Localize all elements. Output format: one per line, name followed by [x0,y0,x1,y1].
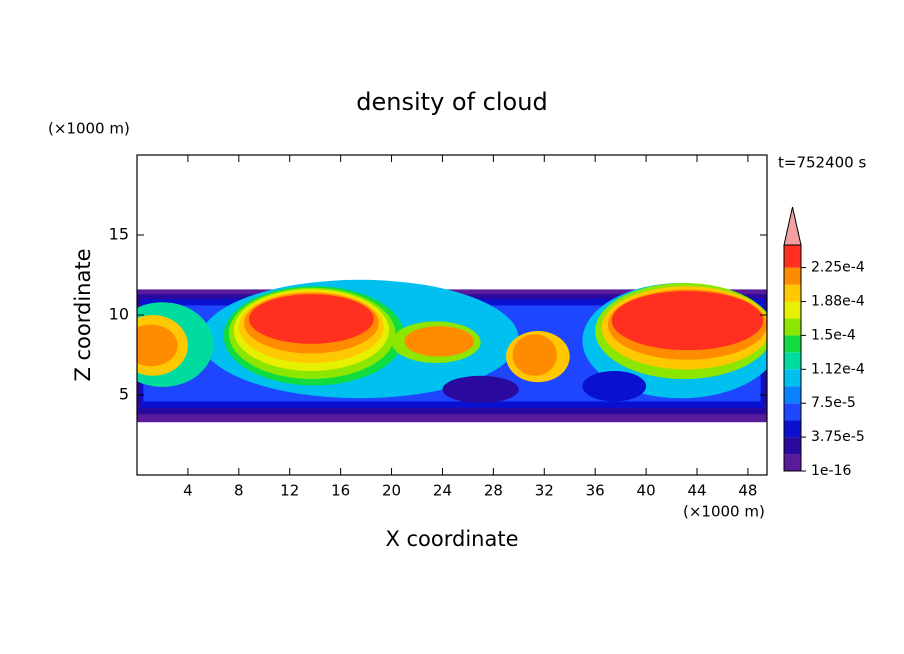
y-unit: (×1000 m) [48,120,130,138]
colorbar-frame [783,244,802,472]
y-tick-label: 5 [119,385,129,404]
contour-region [404,326,475,357]
x-tick-label: 24 [433,482,452,500]
x-tick-label: 32 [535,482,554,500]
colorbar-band [784,437,801,455]
y-tick-label: 15 [109,225,129,244]
colorbar-tick-label: 1.5e-4 [811,327,856,343]
x-tick-label: 44 [687,482,706,500]
x-tick-label: 28 [484,482,503,500]
x-tick-label: 12 [280,482,299,500]
colorbar-band [784,352,801,370]
x-tick-label: 8 [234,482,244,500]
colorbar-tick-label: 1e-16 [811,463,851,479]
colorbar-band [784,245,801,268]
x-axis-label: X coordinate [385,527,518,551]
contour-region [442,375,519,403]
colorbar-band [784,335,801,353]
contour-field [137,279,767,423]
colorbar-band [784,454,801,471]
colorbar-tick-label: 2.25e-4 [811,260,865,276]
contour-region [249,294,374,344]
x-tick-label: 20 [382,482,401,500]
x-tick-label: 16 [331,482,350,500]
colorbar-band [784,267,801,285]
x-tick-label: 40 [637,482,656,500]
colorbar-tick-label: 3.75e-5 [811,429,865,445]
contour-region [137,324,178,367]
x-unit: (×1000 m) [683,503,765,521]
y-tick-label: 10 [109,305,129,324]
colorbar-band [784,369,801,387]
chart-title: density of cloud [356,88,547,116]
contour-region [611,291,764,351]
x-tick-label: 36 [586,482,605,500]
y-axis-label: Z coordinate [71,248,95,381]
x-tick-label: 48 [738,482,757,500]
colorbar-band [784,284,801,302]
colorbar-tick-label: 1.12e-4 [811,361,865,377]
annotation: t=752400 s [778,154,866,172]
colorbar-band [784,318,801,336]
colorbar-band [784,420,801,438]
colorbar-tick-label: 1.88e-4 [811,294,865,310]
contour-region [512,334,558,376]
x-tick-label: 4 [183,482,193,500]
colorbar-band [784,403,801,421]
colorbar-tick-label: 7.5e-5 [811,395,856,411]
colorbar-band [784,301,801,319]
contour-region [582,371,647,402]
colorbar-band [784,386,801,404]
